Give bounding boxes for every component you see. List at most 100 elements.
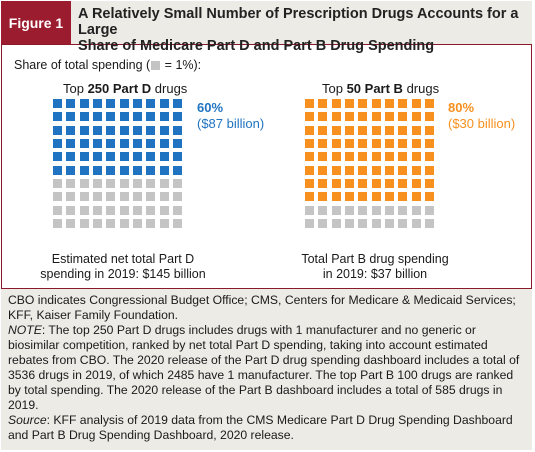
part-b-caption-line-2: in 2019: $37 billion	[322, 267, 428, 281]
waffle-cell-highlight	[398, 178, 408, 188]
waffle-cell-highlight	[411, 165, 421, 175]
waffle-cell-rest	[159, 192, 169, 202]
waffle-cell-highlight	[344, 99, 354, 108]
part-d-caption-line-1: Estimated net total Part D	[51, 252, 195, 266]
waffle-cell-highlight	[159, 152, 169, 162]
waffle-cell-highlight	[305, 152, 314, 162]
waffle-cell-highlight	[66, 125, 76, 135]
part-b-title: Top 50 Part B drugs	[322, 81, 439, 96]
waffle-cell-rest	[424, 218, 434, 228]
waffle-cell-highlight	[318, 125, 328, 135]
waffle-cell-highlight	[358, 165, 368, 175]
waffle-cell-highlight	[106, 138, 116, 148]
waffle-cell-rest	[172, 205, 182, 215]
part-b-percent-label: 80%	[448, 100, 475, 115]
waffle-cell-highlight	[384, 192, 394, 202]
share-label: Share of total spending ( = 1%):	[14, 58, 201, 72]
waffle-cell-highlight	[384, 178, 394, 188]
part-b-caption-line-1: Total Part B drug spending	[301, 252, 449, 266]
waffle-cell-highlight	[398, 125, 408, 135]
waffle-cell-highlight	[424, 152, 434, 162]
waffle-cell-highlight	[398, 138, 408, 148]
waffle-cell-highlight	[79, 138, 89, 148]
waffle-cell-rest	[92, 192, 102, 202]
waffle-cell-highlight	[384, 112, 394, 122]
waffle-cell-highlight	[398, 99, 408, 108]
waffle-cell-rest	[119, 178, 129, 188]
waffle-cell-highlight	[106, 99, 116, 108]
waffle-cell-rest	[92, 218, 102, 228]
waffle-cell-rest	[411, 218, 421, 228]
waffle-cell-highlight	[119, 125, 129, 135]
waffle-cell-highlight	[411, 152, 421, 162]
waffle-cell-highlight	[398, 192, 408, 202]
waffle-cell-highlight	[79, 112, 89, 122]
waffle-cell-rest	[53, 218, 62, 228]
waffle-cell-highlight	[305, 165, 314, 175]
waffle-cell-highlight	[159, 125, 169, 135]
waffle-cell-highlight	[358, 192, 368, 202]
waffle-cell-highlight	[331, 192, 341, 202]
waffle-cell-rest	[344, 218, 354, 228]
part-d-amount-label: ($87 billion)	[197, 116, 265, 131]
waffle-cell-highlight	[331, 178, 341, 188]
waffle-cell-highlight	[384, 99, 394, 108]
note-label: NOTE	[8, 323, 42, 337]
waffle-cell-highlight	[424, 99, 434, 108]
part-b-caption: Total Part B drug spending in 2019: $37 …	[285, 252, 465, 282]
part-d-title-post: drugs	[151, 81, 188, 96]
waffle-cell-highlight	[146, 152, 156, 162]
waffle-cell-highlight	[132, 99, 142, 108]
waffle-cell-rest	[53, 178, 62, 188]
waffle-cell-rest	[66, 218, 76, 228]
waffle-cell-rest	[305, 205, 314, 215]
waffle-cell-rest	[371, 218, 381, 228]
waffle-cell-highlight	[424, 165, 434, 175]
part-b-percent-block: 80% ($30 billion)	[448, 100, 515, 132]
waffle-cell-highlight	[53, 112, 62, 122]
part-d-title-pre: Top	[63, 81, 88, 96]
waffle-cell-rest	[384, 218, 394, 228]
waffle-cell-highlight	[92, 125, 102, 135]
note-text: : The top 250 Part D drugs includes drug…	[8, 323, 520, 412]
waffle-cell-highlight	[411, 178, 421, 188]
waffle-cell-highlight	[305, 178, 314, 188]
waffle-cell-rest	[79, 205, 89, 215]
part-b-waffle-grid	[305, 99, 443, 247]
waffle-cell-highlight	[119, 152, 129, 162]
part-d-caption: Estimated net total Part D spending in 2…	[33, 252, 213, 282]
waffle-cell-rest	[79, 218, 89, 228]
waffle-cell-highlight	[106, 152, 116, 162]
waffle-cell-highlight	[331, 138, 341, 148]
waffle-cell-highlight	[358, 99, 368, 108]
waffle-cell-highlight	[424, 192, 434, 202]
part-b-title-bold: 50 Part B	[346, 81, 403, 96]
waffle-cell-highlight	[424, 125, 434, 135]
waffle-cell-highlight	[371, 165, 381, 175]
waffle-cell-highlight	[132, 125, 142, 135]
waffle-cell-rest	[424, 205, 434, 215]
waffle-cell-highlight	[119, 138, 129, 148]
waffle-cell-highlight	[398, 112, 408, 122]
waffle-cell-rest	[132, 192, 142, 202]
waffle-cell-rest	[119, 218, 129, 228]
waffle-cell-highlight	[146, 165, 156, 175]
waffle-cell-highlight	[371, 112, 381, 122]
waffle-cell-highlight	[411, 192, 421, 202]
waffle-cell-rest	[106, 205, 116, 215]
waffle-cell-rest	[318, 218, 328, 228]
waffle-cell-highlight	[119, 99, 129, 108]
notes-panel	[1, 288, 532, 450]
waffle-cell-highlight	[53, 165, 62, 175]
waffle-cell-highlight	[384, 138, 394, 148]
waffle-cell-highlight	[79, 99, 89, 108]
part-b-title-post: drugs	[402, 81, 440, 96]
waffle-cell-highlight	[371, 192, 381, 202]
waffle-cell-highlight	[424, 178, 434, 188]
waffle-cell-highlight	[66, 138, 76, 148]
part-d-title-bold: 250 Part D	[87, 81, 152, 96]
waffle-cell-highlight	[92, 165, 102, 175]
waffle-cell-highlight	[318, 138, 328, 148]
waffle-cell-rest	[344, 205, 354, 215]
waffle-cell-highlight	[344, 192, 354, 202]
